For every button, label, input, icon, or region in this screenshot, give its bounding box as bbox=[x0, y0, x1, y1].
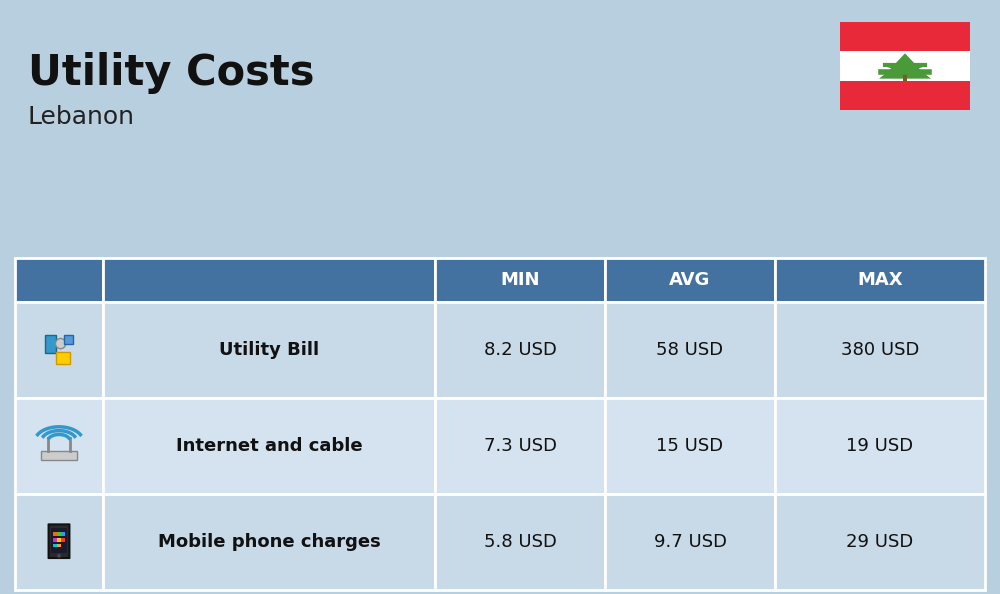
Bar bbox=[15, 398, 103, 494]
Bar bbox=[605, 302, 775, 398]
Bar bbox=[605, 398, 775, 494]
Bar bbox=[45, 335, 56, 353]
Bar bbox=[61, 538, 65, 542]
Text: 19 USD: 19 USD bbox=[846, 437, 914, 455]
Bar bbox=[15, 258, 103, 302]
Bar bbox=[775, 258, 985, 302]
Bar bbox=[103, 302, 435, 398]
Bar bbox=[57, 544, 61, 547]
Bar bbox=[15, 494, 103, 590]
Circle shape bbox=[57, 554, 61, 558]
Bar bbox=[57, 538, 61, 542]
Bar bbox=[435, 258, 605, 302]
Text: 7.3 USD: 7.3 USD bbox=[484, 437, 556, 455]
Bar bbox=[605, 258, 775, 302]
Polygon shape bbox=[883, 53, 927, 77]
Text: 8.2 USD: 8.2 USD bbox=[484, 341, 556, 359]
Bar bbox=[903, 74, 907, 81]
Text: MAX: MAX bbox=[857, 271, 903, 289]
Bar bbox=[775, 494, 985, 590]
Bar bbox=[775, 302, 985, 398]
Text: Mobile phone charges: Mobile phone charges bbox=[158, 533, 380, 551]
Bar bbox=[56, 352, 70, 364]
Bar bbox=[57, 532, 61, 536]
Polygon shape bbox=[887, 62, 923, 68]
Polygon shape bbox=[879, 58, 931, 78]
Bar bbox=[435, 398, 605, 494]
Text: AVG: AVG bbox=[669, 271, 711, 289]
Circle shape bbox=[55, 339, 66, 349]
Bar bbox=[775, 398, 985, 494]
Bar bbox=[103, 398, 435, 494]
Text: MIN: MIN bbox=[500, 271, 540, 289]
Text: Internet and cable: Internet and cable bbox=[176, 437, 362, 455]
Bar bbox=[435, 494, 605, 590]
Bar bbox=[53, 538, 57, 542]
Bar bbox=[53, 544, 57, 547]
Bar bbox=[64, 335, 73, 343]
Bar bbox=[103, 258, 435, 302]
Bar bbox=[605, 494, 775, 590]
Text: 380 USD: 380 USD bbox=[841, 341, 919, 359]
Bar bbox=[840, 81, 970, 110]
Text: 58 USD: 58 USD bbox=[656, 341, 724, 359]
Text: Lebanon: Lebanon bbox=[28, 105, 135, 129]
Bar bbox=[840, 22, 970, 110]
Bar bbox=[53, 532, 57, 536]
Text: 5.8 USD: 5.8 USD bbox=[484, 533, 556, 551]
FancyBboxPatch shape bbox=[49, 525, 69, 558]
Bar bbox=[41, 451, 77, 460]
Text: 9.7 USD: 9.7 USD bbox=[654, 533, 726, 551]
Bar bbox=[15, 302, 103, 398]
Text: 15 USD: 15 USD bbox=[656, 437, 724, 455]
Bar bbox=[51, 529, 67, 553]
Text: Utility Costs: Utility Costs bbox=[28, 52, 314, 94]
Text: Utility Bill: Utility Bill bbox=[219, 341, 319, 359]
Bar bbox=[435, 302, 605, 398]
Bar bbox=[103, 494, 435, 590]
Text: 29 USD: 29 USD bbox=[846, 533, 914, 551]
Bar bbox=[61, 532, 65, 536]
Bar bbox=[840, 22, 970, 51]
